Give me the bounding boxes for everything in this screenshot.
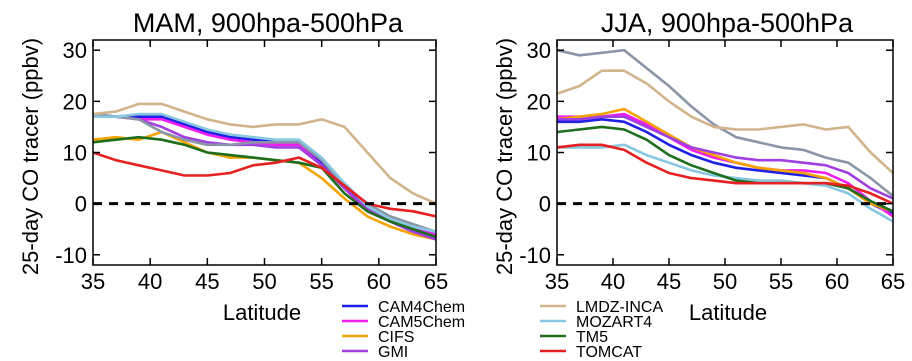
jja-y-tick-label: -10 [519, 243, 551, 268]
jja-y-tick-label: 10 [527, 141, 551, 166]
jja-y-tick-label: 0 [539, 192, 551, 217]
jja-x-tick-label: 50 [713, 269, 737, 294]
jja-x-axis-label: Latitude [689, 300, 767, 325]
mam-plot-frame [92, 39, 437, 266]
legend-label-cam4chem: CAM4Chem [378, 299, 465, 316]
jja-x-tick-label: 55 [769, 269, 793, 294]
legend-label-gmi: GMI [378, 344, 408, 361]
mam-x-tick-label: 45 [195, 269, 219, 294]
jja-series-line-tomcat [556, 143, 894, 205]
jja-x-tick-label: 65 [881, 269, 905, 294]
jja-series-line-unlabeled-4 [556, 48, 894, 198]
jja-x-tick-label: 45 [657, 269, 681, 294]
jja-series-line-tm5 [556, 125, 894, 213]
mam-series-line-tomcat [92, 151, 437, 218]
jja-chart-title: JJA, 900hpa-500hPa [601, 8, 854, 38]
legend-label-cam5chem: CAM5Chem [378, 314, 465, 331]
legend-label-lmdz-inca: LMDZ-INCA [576, 299, 663, 316]
legend-label-tm5: TM5 [576, 329, 608, 346]
mam-series-line-lmdz-inca [92, 102, 437, 205]
mam-series-line-unlabeled-4 [92, 112, 437, 234]
panel-jja: JJA, 900hpa-500hPa -10 0 10 20 30 35 40 45 50 55 60… [492, 8, 905, 325]
jja-x-tick-label: 40 [601, 269, 625, 294]
legend-label-cifs: CIFS [378, 329, 414, 346]
mam-x-tick-label: 50 [252, 269, 276, 294]
mam-y-tick-label: 10 [63, 141, 87, 166]
mam-x-tick-label: 40 [138, 269, 162, 294]
jja-x-tick-label: 60 [825, 269, 849, 294]
jja-y-tick-label: 30 [527, 38, 551, 63]
mam-chart-title: MAM, 900hpa-500hPa [133, 8, 404, 38]
mam-series-line-tm5 [92, 135, 437, 239]
mam-y-tick-label: 0 [75, 192, 87, 217]
mam-y-tick-label: 30 [63, 38, 87, 63]
mam-series-line-gmi [92, 112, 437, 241]
mam-x-tick-label: 65 [424, 269, 448, 294]
jja-series-line-lmdz-inca [556, 69, 894, 174]
mam-y-tick-label: -10 [55, 243, 87, 268]
mam-x-axis-label: Latitude [223, 300, 301, 325]
jja-y-axis-label: 25-day CO tracer (ppbv) [492, 38, 517, 275]
mam-series-line-mozart4 [93, 112, 437, 234]
mam-series-line-cifs [92, 130, 437, 241]
jja-series-line-gmi [557, 115, 894, 200]
jja-series-line-cam4chem [557, 118, 894, 216]
mam-x-tick-label: 35 [81, 269, 105, 294]
legend-label-mozart4: MOZART4 [576, 314, 652, 331]
panel-mam: MAM, 900hpa-500hPa -10 0 10 20 30 35 40 45 50 55 60… [18, 8, 448, 325]
legend: CAM4ChemCAM5ChemCIFSGMILMDZ-INCAMOZART4T… [342, 299, 663, 361]
jja-x-tick-label: 35 [545, 269, 569, 294]
jja-y-tick-label: 20 [527, 89, 551, 114]
mam-y-axis-label: 25-day CO tracer (ppbv) [18, 38, 43, 275]
mam-x-tick-label: 55 [309, 269, 333, 294]
jja-plot-frame [556, 39, 894, 266]
legend-label-tomcat: TOMCAT [576, 344, 642, 361]
mam-x-tick-label: 60 [367, 269, 391, 294]
mam-y-tick-label: 20 [63, 89, 87, 114]
